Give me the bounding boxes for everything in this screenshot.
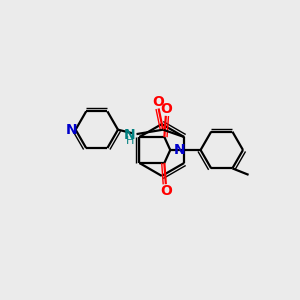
Text: O: O: [153, 95, 164, 109]
Text: O: O: [160, 184, 172, 198]
Text: N: N: [123, 128, 135, 142]
Text: O: O: [160, 102, 172, 116]
Text: N: N: [65, 123, 77, 137]
Text: H: H: [126, 136, 134, 146]
Text: N: N: [174, 143, 185, 157]
